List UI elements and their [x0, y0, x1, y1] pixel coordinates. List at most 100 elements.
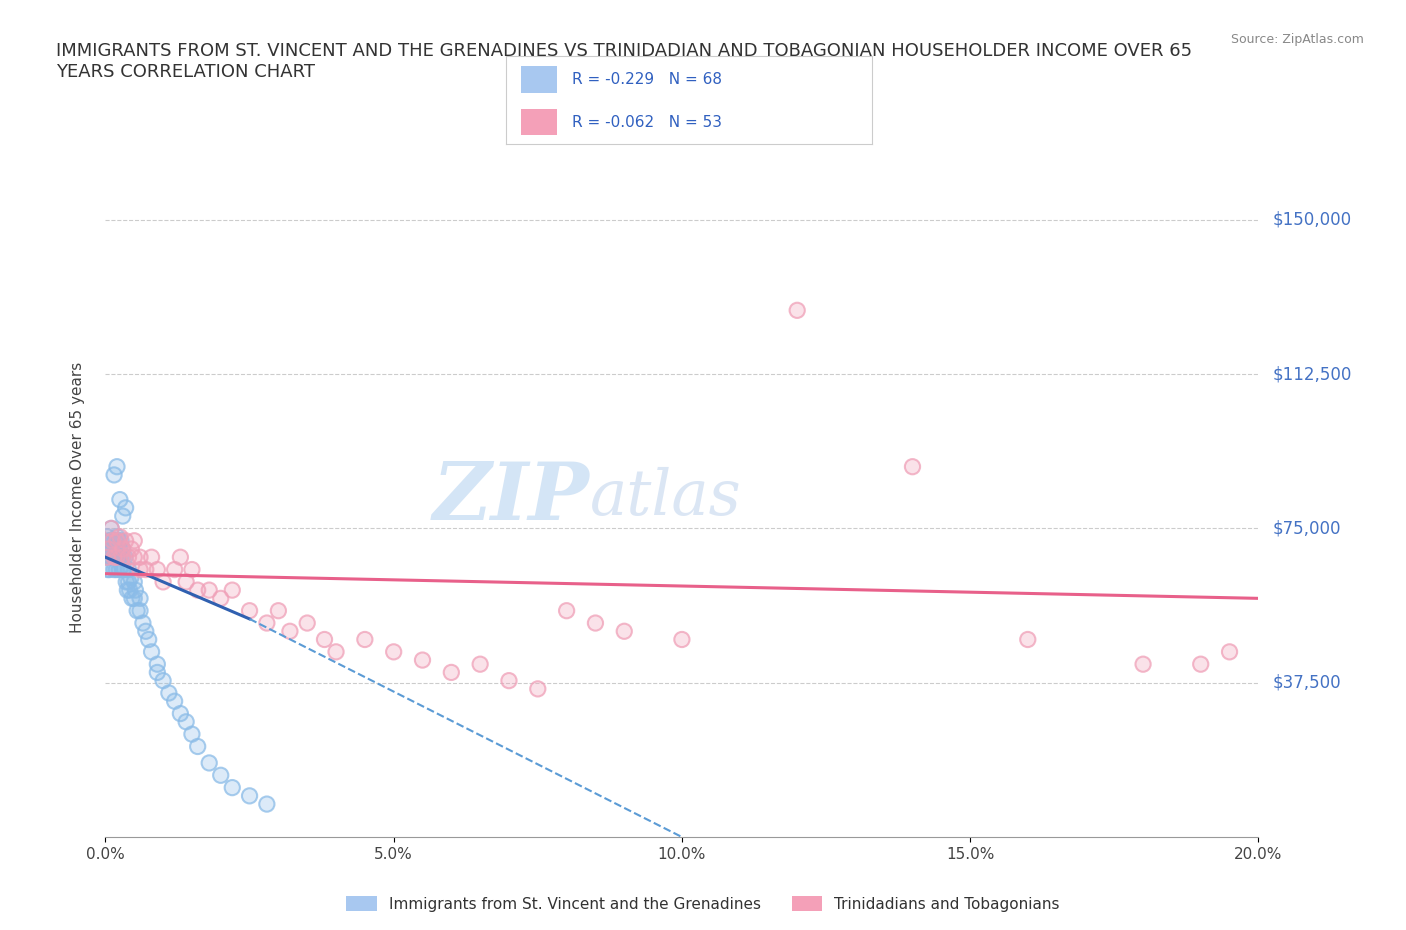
Point — [221, 780, 243, 795]
Point — [114, 533, 136, 548]
Point — [146, 562, 169, 577]
Point — [256, 797, 278, 812]
Point — [104, 533, 127, 548]
Text: R = -0.229   N = 68: R = -0.229 N = 68 — [572, 73, 721, 87]
Point — [187, 583, 209, 598]
Point — [124, 550, 146, 565]
Point — [325, 644, 347, 659]
Point — [98, 562, 121, 577]
Point — [1189, 657, 1212, 671]
Point — [187, 739, 209, 754]
Point — [671, 632, 693, 647]
Point — [105, 562, 128, 577]
Point — [1132, 657, 1154, 671]
Point — [468, 657, 492, 671]
Point — [135, 624, 157, 639]
Point — [110, 558, 132, 573]
Text: $75,000: $75,000 — [1272, 520, 1341, 538]
Point — [103, 562, 125, 577]
Point — [107, 533, 129, 548]
Point — [354, 632, 377, 647]
Point — [100, 521, 122, 536]
Text: IMMIGRANTS FROM ST. VINCENT AND THE GRENADINES VS TRINIDADIAN AND TOBAGONIAN HOU: IMMIGRANTS FROM ST. VINCENT AND THE GREN… — [56, 42, 1192, 81]
Point — [104, 550, 127, 565]
Point — [278, 624, 301, 639]
Legend: Immigrants from St. Vincent and the Grenadines, Trinidadians and Tobagonians: Immigrants from St. Vincent and the Gren… — [340, 889, 1066, 918]
Point — [96, 529, 118, 544]
Text: Source: ZipAtlas.com: Source: ZipAtlas.com — [1230, 33, 1364, 46]
Point — [97, 533, 120, 548]
Point — [314, 632, 336, 647]
Point — [111, 550, 134, 565]
Point — [901, 459, 924, 474]
Point — [198, 755, 221, 770]
Point — [221, 583, 243, 598]
Point — [120, 570, 142, 585]
Point — [198, 583, 221, 598]
Point — [157, 685, 180, 700]
Point — [98, 562, 121, 577]
Point — [111, 509, 134, 524]
Point — [117, 575, 139, 590]
Point — [127, 604, 149, 618]
Point — [129, 604, 152, 618]
Point — [107, 550, 129, 565]
Point — [146, 665, 169, 680]
Point — [256, 616, 278, 631]
Point — [110, 533, 132, 548]
Point — [104, 541, 127, 556]
Point — [120, 541, 142, 556]
Point — [114, 500, 136, 515]
Point — [468, 657, 492, 671]
Point — [111, 541, 134, 556]
Point — [382, 644, 405, 659]
Point — [132, 616, 155, 631]
Point — [124, 575, 146, 590]
Point — [97, 541, 120, 556]
Point — [108, 562, 131, 577]
Point — [297, 616, 319, 631]
Point — [526, 682, 548, 697]
Point — [169, 550, 191, 565]
Point — [169, 706, 191, 721]
Point — [152, 575, 174, 590]
Point — [121, 591, 143, 605]
Point — [105, 459, 128, 474]
Point — [97, 541, 120, 556]
Point — [180, 562, 202, 577]
Point — [101, 533, 124, 548]
Point — [786, 303, 808, 318]
Point — [613, 624, 636, 639]
Point — [103, 550, 125, 565]
Point — [1017, 632, 1039, 647]
Text: ZIP: ZIP — [433, 458, 589, 537]
Point — [111, 550, 134, 565]
Point — [180, 726, 202, 741]
Point — [101, 533, 124, 548]
Point — [354, 632, 377, 647]
Point — [124, 591, 146, 605]
Point — [132, 616, 155, 631]
Point — [117, 562, 139, 577]
Bar — [520, 66, 557, 93]
Point — [108, 541, 131, 556]
Point — [108, 492, 131, 507]
Point — [108, 529, 131, 544]
Point — [107, 550, 129, 565]
Point — [901, 459, 924, 474]
Point — [110, 533, 132, 548]
Point — [267, 604, 290, 618]
Point — [100, 541, 122, 556]
Point — [411, 653, 433, 668]
Point — [98, 550, 121, 565]
Point — [105, 529, 128, 544]
Point — [129, 591, 152, 605]
Point — [180, 726, 202, 741]
Point — [585, 616, 607, 631]
Point — [115, 575, 138, 590]
Point — [440, 665, 463, 680]
Point — [111, 541, 134, 556]
Point — [105, 459, 128, 474]
Point — [104, 550, 127, 565]
Point — [239, 604, 262, 618]
